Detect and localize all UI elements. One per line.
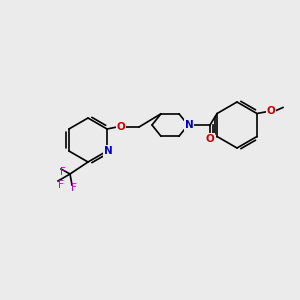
Text: F: F [60,167,66,177]
Text: O: O [266,106,275,116]
Text: F: F [58,180,64,190]
Text: F: F [71,183,77,193]
Text: O: O [117,122,125,132]
Text: N: N [184,120,194,130]
Text: N: N [104,146,112,156]
Text: O: O [206,134,214,144]
